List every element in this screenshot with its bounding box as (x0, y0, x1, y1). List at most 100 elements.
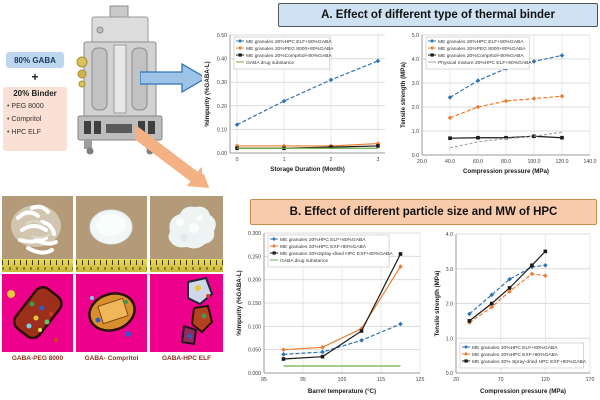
chart-impurity-vs-barrel-temp: 0.000 0.050 0.100 0.150 0.200 0.250 0.300 85 95 1… (234, 228, 428, 396)
svg-text:0.300: 0.300 (248, 231, 261, 237)
svg-text:0.0: 0.0 (412, 153, 419, 159)
svg-text:ME granules 20%HPC ELF+80%GABA: ME granules 20%HPC ELF+80%GABA (472, 345, 558, 351)
svg-text:3: 3 (377, 157, 380, 163)
svg-text:70: 70 (498, 377, 504, 383)
blue-right-arrow-icon (140, 62, 208, 94)
svg-text:60.0: 60.0 (473, 159, 483, 165)
svg-text:20: 20 (453, 377, 459, 383)
svg-text:1.0: 1.0 (412, 129, 419, 135)
svg-text:125: 125 (416, 377, 425, 383)
svg-text:0.10: 0.10 (217, 127, 227, 133)
chart-impurity-vs-storage: 0.00 0.10 0.20 0.30 0.40 0.50 0 1 2 3 Storage Dura… (202, 30, 392, 174)
chart-b-right: 0.0 1.0 2.0 3.0 4.0 20 70 120 170 Compression pre… (434, 232, 595, 395)
chart-tensile-vs-pressure-hpc: 0.0 1.0 2.0 3.0 4.0 20 70 120 170 Compression pre… (432, 228, 598, 396)
svg-text:0.150: 0.150 (248, 301, 261, 307)
ruler (150, 259, 223, 272)
binder-title: 20% Binder (13, 89, 57, 98)
ruler (2, 259, 73, 272)
svg-text:115: 115 (377, 377, 385, 383)
powder-photo-hpc-elf (150, 196, 223, 272)
svg-text:0.050: 0.050 (248, 348, 261, 354)
svg-text:4.0: 4.0 (446, 232, 453, 238)
photo-label-peg8000: GABA-PEG 8000 (11, 355, 64, 362)
svg-text:20.0: 20.0 (417, 159, 427, 165)
svg-text:1.0: 1.0 (446, 336, 453, 342)
svg-text:0.00: 0.00 (217, 151, 227, 157)
svg-text:0: 0 (236, 157, 239, 163)
svg-text:Tensile strength (MPa): Tensile strength (MPa) (434, 271, 441, 337)
plm-photo-compritol (76, 274, 147, 352)
svg-text:0.40: 0.40 (217, 57, 227, 63)
svg-text:GABA drug substance: GABA drug substance (246, 60, 294, 66)
svg-text:40.0: 40.0 (445, 159, 455, 165)
svg-text:140.0: 140.0 (584, 159, 597, 165)
svg-text:120.0: 120.0 (556, 159, 569, 165)
svg-text:2: 2 (330, 157, 333, 163)
svg-text:0.200: 0.200 (248, 278, 261, 284)
svg-text:ME granules 20%Compritol+80%GA: ME granules 20%Compritol+80%GABA (246, 53, 333, 59)
svg-text:5.0: 5.0 (412, 33, 419, 39)
svg-text:Tensile strength (MPa): Tensile strength (MPa) (400, 62, 407, 128)
svg-text:100.0: 100.0 (528, 159, 541, 165)
svg-text:ME granules 20%HPC EXF+80%GABA: ME granules 20%HPC EXF+80%GABA (280, 244, 367, 250)
gaba-label-box: 80% GABA (6, 52, 64, 68)
svg-text:ME granules 20%Compritol+80%GA: ME granules 20%Compritol+80%GABA (438, 53, 525, 59)
svg-text:4.0: 4.0 (412, 57, 419, 63)
svg-text:ME granules 20%PEG 8000+80%GAB: ME granules 20%PEG 8000+80%GABA (438, 46, 526, 52)
svg-text:120: 120 (541, 377, 550, 383)
svg-text:Compression pressure (MPa): Compression pressure (MPa) (463, 168, 549, 175)
svg-text:Barrel temperature (°C): Barrel temperature (°C) (308, 388, 376, 395)
svg-text:Physical mixture 20%HPC ELF+80: Physical mixture 20%HPC ELF+80%GABA (438, 60, 532, 66)
svg-text:ME granules 20%PEG 8000+80%GAB: ME granules 20%PEG 8000+80%GABA (246, 46, 334, 52)
svg-text:0.30: 0.30 (217, 80, 227, 86)
ruler (76, 259, 147, 272)
plm-photo-hpc-elf (150, 274, 223, 352)
svg-text:0.000: 0.000 (248, 371, 261, 377)
svg-text:2.0: 2.0 (446, 302, 453, 308)
svg-text:ME granules 20%HPC ELF+80%GABA: ME granules 20%HPC ELF+80%GABA (246, 39, 332, 45)
svg-text:170: 170 (586, 377, 595, 383)
svg-text:ME granules 20%HPC ELF+80%GABA: ME granules 20%HPC ELF+80%GABA (280, 237, 366, 243)
plus-sign: + (31, 70, 39, 84)
powder-photo-compritol (76, 196, 147, 272)
svg-text:ME granules 20%HPC EXF+80%GABA: ME granules 20%HPC EXF+80%GABA (472, 352, 559, 358)
panel-a-title: A. Effect of different type of thermal b… (278, 3, 598, 27)
powder-photo-peg8000 (2, 196, 73, 272)
binder-item-hpc: HPC ELF (7, 126, 67, 139)
svg-text:95: 95 (300, 377, 306, 383)
svg-text:Storage Duration (Month): Storage Duration (Month) (270, 166, 345, 173)
svg-text:3.0: 3.0 (446, 267, 453, 273)
svg-text:ME granules 20% Spray-dried HP: ME granules 20% Spray-dried HPC EXF+80%G… (472, 359, 587, 365)
svg-text:85: 85 (261, 377, 267, 383)
svg-text:Compression pressure (MPa): Compression pressure (MPa) (480, 388, 566, 395)
binder-item-compritol: Compritol (7, 113, 67, 126)
chart-tensile-vs-pressure-binders: 0.0 1.0 2.0 3.0 4.0 5.0 20.0 40.0 60.0 80.0 100.0 1… (398, 30, 598, 176)
chart-b-left: 0.000 0.050 0.100 0.150 0.200 0.250 0.300 85 95 1… (236, 231, 425, 395)
panel-b-title: B. Effect of different particle size and… (250, 199, 597, 225)
svg-text:80.0: 80.0 (501, 159, 511, 165)
svg-text:0.250: 0.250 (248, 254, 261, 260)
svg-text:3.0: 3.0 (412, 81, 419, 87)
binder-list: PEG 8000 Compritol HPC ELF (7, 100, 67, 139)
svg-text:105: 105 (338, 377, 347, 383)
orange-diagonal-arrow-icon (135, 124, 210, 188)
svg-text:ME granules 20%HPC ELF+80%GABA: ME granules 20%HPC ELF+80%GABA (438, 39, 524, 45)
plm-photo-peg8000 (2, 274, 73, 352)
svg-text:GABA drug substance: GABA drug substance (280, 258, 328, 264)
chart-a-right: 0.0 1.0 2.0 3.0 4.0 5.0 20.0 40.0 60.0 80.0 100.0 1… (400, 33, 597, 175)
svg-text:ME granules 20%Spray-dried HPC: ME granules 20%Spray-dried HPC EXF+80%GA… (280, 251, 393, 257)
svg-text:0.100: 0.100 (248, 324, 261, 330)
photo-label-hpc-elf: GABA-HPC ELF (161, 355, 212, 362)
chart-a-left: 0.00 0.10 0.20 0.30 0.40 0.50 0 1 2 3 Storage Dura… (204, 33, 385, 173)
svg-text:%Impurity (%GABA-L): %Impurity (%GABA-L) (236, 270, 243, 335)
svg-text:%Impurity (%GABA-L): %Impurity (%GABA-L) (204, 61, 211, 126)
svg-text:0.20: 0.20 (217, 104, 227, 110)
svg-text:1: 1 (283, 157, 286, 163)
binder-item-peg: PEG 8000 (7, 100, 67, 113)
binder-box: 20% Binder PEG 8000 Compritol HPC ELF (3, 87, 67, 151)
svg-text:0.0: 0.0 (446, 371, 453, 377)
svg-text:0.50: 0.50 (217, 33, 227, 39)
photo-label-compritol: GABA- Compritol (84, 355, 139, 362)
svg-text:2.0: 2.0 (412, 105, 419, 111)
